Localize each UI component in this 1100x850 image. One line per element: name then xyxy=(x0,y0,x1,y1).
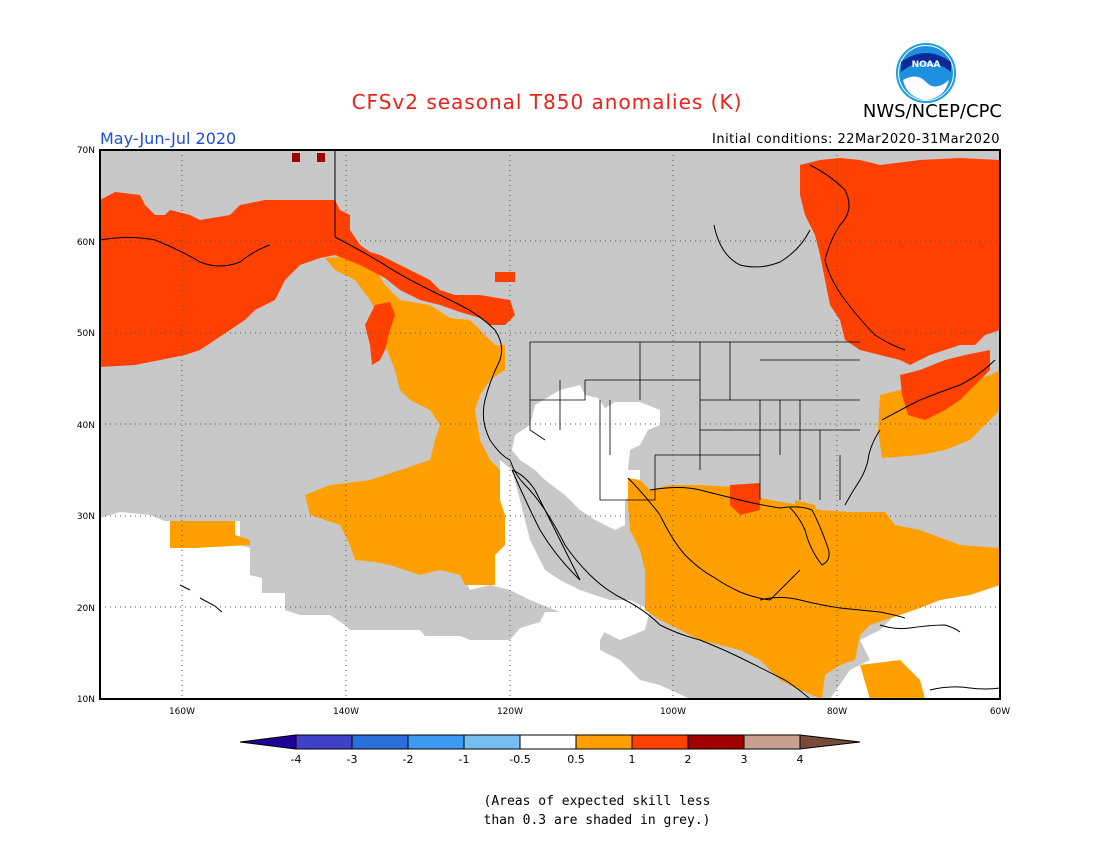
coastlines xyxy=(100,150,1000,699)
legend-swatch-2 xyxy=(351,734,409,750)
orange-region-florida xyxy=(795,500,835,570)
orange-region-gulf-mexico xyxy=(628,478,1000,699)
legend-swatch-8 xyxy=(687,734,745,750)
lat-label-40n: 40N xyxy=(77,421,95,431)
legend-label: 2 xyxy=(685,753,692,766)
lon-label-140w: 140W xyxy=(333,707,359,717)
legend-swatch-7 xyxy=(631,734,689,750)
lat-label-20n: 20N xyxy=(77,604,95,614)
lat-label-50n: 50N xyxy=(77,329,95,339)
darkred-cell-a xyxy=(292,153,300,162)
legend-label: 0.5 xyxy=(567,753,585,766)
orange-region-hawaii xyxy=(170,521,250,548)
forecast-period: May-Jun-Jul 2020 xyxy=(100,129,237,148)
skill-footnote: (Areas of expected skill less than 0.3 a… xyxy=(0,792,1100,830)
legend-label: -0.5 xyxy=(509,753,530,766)
footnote-line-2: than 0.3 are shaded in grey.) xyxy=(483,813,711,828)
lat-label-10n: 10N xyxy=(77,695,95,705)
legend-label: -3 xyxy=(347,753,358,766)
lon-label-80w: 80W xyxy=(827,707,847,717)
white-region-southwest-us xyxy=(512,385,660,530)
red-region-alaska-pacific xyxy=(100,192,515,367)
orange-region-southamerica-coast xyxy=(860,660,925,699)
svg-text:NOAA: NOAA xyxy=(912,60,941,70)
orange-region-pacific-coast xyxy=(305,255,505,585)
legend-swatch-1 xyxy=(295,734,353,750)
legend-swatch-9 xyxy=(743,734,801,750)
color-legend xyxy=(239,734,861,750)
lon-label-60w: 60W xyxy=(990,707,1010,717)
initial-conditions: Initial conditions: 22Mar2020-31Mar2020 xyxy=(712,132,1000,147)
legend-label: 4 xyxy=(797,753,804,766)
white-region-mexico-pacific xyxy=(465,460,650,640)
graticule xyxy=(100,150,1000,699)
legend-arrow-right xyxy=(799,734,861,750)
lat-label-30n: 30N xyxy=(77,512,95,522)
legend-label: -1 xyxy=(459,753,470,766)
lat-label-70n: 70N xyxy=(77,146,95,156)
legend-swatch-5 xyxy=(519,734,577,750)
lat-label-60n: 60N xyxy=(77,238,95,248)
agency-label: NWS/NCEP/CPC xyxy=(862,101,1002,122)
red-region-small-b xyxy=(730,483,760,515)
red-region-small-a xyxy=(495,272,515,282)
legend-swatch-3 xyxy=(407,734,465,750)
lon-label-160w: 160W xyxy=(169,707,195,717)
legend-swatch-4 xyxy=(463,734,521,750)
legend-label: 1 xyxy=(629,753,636,766)
map-title: CFSv2 seasonal T850 anomalies (K) xyxy=(351,90,743,114)
footnote-line-1: (Areas of expected skill less xyxy=(483,794,711,809)
white-region-west-pacific xyxy=(100,512,690,699)
lon-label-100w: 100W xyxy=(660,707,686,717)
lon-label-120w: 120W xyxy=(497,707,523,717)
red-region-hudson-labrador xyxy=(800,158,1000,365)
legend-label: -4 xyxy=(291,753,302,766)
legend-arrow-left xyxy=(239,734,297,750)
darkred-cell-b xyxy=(317,153,325,162)
legend-label: -2 xyxy=(403,753,414,766)
noaa-logo: NOAA xyxy=(896,43,956,103)
map-frame xyxy=(99,149,1001,700)
map-area xyxy=(100,150,1000,699)
state-borders xyxy=(529,341,860,501)
legend-label: 3 xyxy=(741,753,748,766)
legend-swatch-6 xyxy=(575,734,633,750)
red-region-maritimes xyxy=(900,350,990,420)
